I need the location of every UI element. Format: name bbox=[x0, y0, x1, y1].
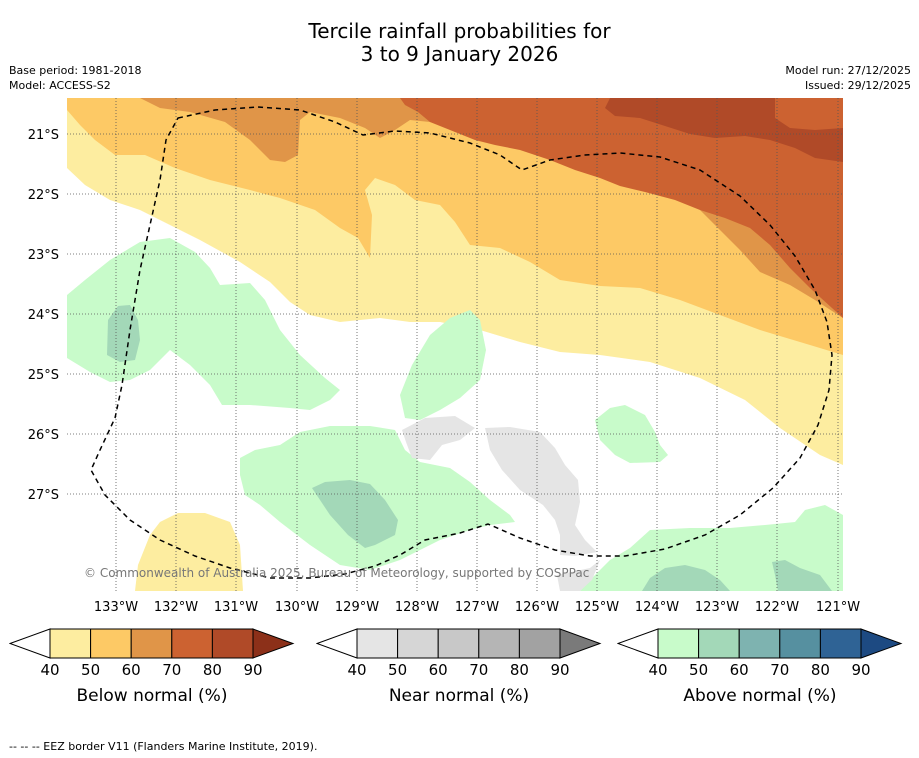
legend-tick: 80 bbox=[509, 661, 529, 679]
legend-arrow-low bbox=[316, 628, 358, 659]
legend-label: Below normal (%) bbox=[76, 686, 228, 706]
legend-tick: 80 bbox=[810, 661, 830, 679]
lat-label: 26°S bbox=[28, 428, 59, 443]
region-above-40-center bbox=[400, 310, 486, 420]
legend-swatch bbox=[49, 628, 92, 659]
legend-swatch bbox=[738, 628, 781, 659]
legend-swatch bbox=[397, 628, 439, 659]
info-left: Base period: 1981-2018 Model: ACCESS-S2 bbox=[9, 63, 141, 93]
lon-label: 125°W bbox=[575, 600, 619, 615]
lon-label: 126°W bbox=[515, 600, 559, 615]
lat-label: 23°S bbox=[28, 248, 59, 263]
legend-swatch bbox=[819, 628, 862, 659]
lon-label: 129°W bbox=[335, 600, 379, 615]
legend-arrow-low bbox=[617, 628, 659, 659]
legend-swatch bbox=[90, 628, 132, 659]
legend-tick: 60 bbox=[428, 661, 448, 679]
chart-title-line1: Tercile rainfall probabilities for bbox=[308, 19, 611, 43]
legend-arrow-high bbox=[860, 628, 903, 659]
lon-label: 123°W bbox=[695, 600, 739, 615]
legend-swatch bbox=[698, 628, 740, 659]
base-period: Base period: 1981-2018 bbox=[9, 64, 142, 77]
legend-swatch bbox=[437, 628, 480, 659]
latitude-labels: 21°S 22°S 23°S 24°S 25°S 26°S 27°S bbox=[28, 128, 59, 503]
region-below-70 bbox=[400, 98, 843, 318]
map-copyright: © Commonwealth of Australia 2025, Bureau… bbox=[84, 566, 589, 580]
lat-label: 25°S bbox=[28, 368, 59, 383]
legend-swatch bbox=[657, 628, 700, 659]
legend-tick: 90 bbox=[851, 661, 871, 679]
legend-swatch bbox=[518, 628, 561, 659]
legend-colorbar bbox=[617, 628, 903, 659]
legend-tick: 50 bbox=[689, 661, 709, 679]
legend-arrow-high bbox=[559, 628, 602, 659]
lat-label: 27°S bbox=[28, 488, 59, 503]
legend-tick: 50 bbox=[81, 661, 101, 679]
lon-label: 127°W bbox=[455, 600, 499, 615]
legend-tick: 70 bbox=[162, 661, 182, 679]
region-near-40-c bbox=[557, 560, 600, 591]
legend-tick: 90 bbox=[243, 661, 263, 679]
legend-swatch bbox=[478, 628, 520, 659]
region-above-50-southeast bbox=[642, 565, 730, 591]
info-right: Model run: 27/12/2025 Issued: 29/12/2025 bbox=[785, 63, 911, 93]
legend-tick: 40 bbox=[648, 661, 668, 679]
lon-label: 128°W bbox=[395, 600, 439, 615]
chart-title-line2: 3 to 9 January 2026 bbox=[360, 42, 559, 66]
legend-colorbar bbox=[9, 628, 295, 659]
legend-tick: 50 bbox=[388, 661, 408, 679]
lat-label: 24°S bbox=[28, 308, 59, 323]
legend-colorbar bbox=[316, 628, 602, 659]
lon-label: 124°W bbox=[635, 600, 679, 615]
lon-label: 121°W bbox=[816, 600, 860, 615]
legend-arrow-high bbox=[252, 628, 295, 659]
legend-swatch bbox=[779, 628, 821, 659]
region-above-40-west bbox=[67, 238, 340, 410]
region-near-40-b bbox=[485, 427, 597, 556]
legend-tick: 60 bbox=[729, 661, 749, 679]
legend-arrow-low bbox=[9, 628, 51, 659]
region-below-40-southwest bbox=[135, 513, 243, 591]
lon-label: 131°W bbox=[214, 600, 258, 615]
model-name: Model: ACCESS-S2 bbox=[9, 79, 111, 92]
legend-swatch bbox=[211, 628, 254, 659]
legend-tick: 40 bbox=[347, 661, 367, 679]
legend-swatch bbox=[130, 628, 173, 659]
map-area bbox=[67, 98, 843, 591]
longitude-labels: 133°W 132°W 131°W 130°W 129°W 128°W 127°W 126°W… bbox=[94, 600, 860, 615]
legend-tick: 40 bbox=[40, 661, 60, 679]
legend-tick: 70 bbox=[770, 661, 790, 679]
lat-label: 21°S bbox=[28, 128, 59, 143]
legend-tick: 60 bbox=[121, 661, 141, 679]
model-run: Model run: 27/12/2025 bbox=[785, 64, 911, 77]
lon-label: 122°W bbox=[755, 600, 799, 615]
issued-date: Issued: 29/12/2025 bbox=[804, 79, 911, 92]
legend-label: Near normal (%) bbox=[388, 686, 530, 706]
legend-tick: 80 bbox=[202, 661, 222, 679]
region-above-50-south bbox=[312, 480, 398, 548]
legend-swatch bbox=[356, 628, 399, 659]
graticule bbox=[67, 98, 843, 591]
lat-label: 22°S bbox=[28, 188, 59, 203]
legend-tick: 90 bbox=[550, 661, 570, 679]
region-above-50-east bbox=[772, 560, 832, 591]
region-below-70-top bbox=[775, 98, 843, 130]
legend-tick: 70 bbox=[469, 661, 489, 679]
lon-label: 130°W bbox=[275, 600, 319, 615]
lon-label: 133°W bbox=[94, 600, 138, 615]
region-near-40-a bbox=[402, 416, 475, 460]
legend-swatch bbox=[171, 628, 213, 659]
eez-border bbox=[90, 106, 833, 579]
lon-label: 132°W bbox=[154, 600, 198, 615]
legend-label: Above normal (%) bbox=[683, 686, 837, 706]
eez-footnote: -- -- -- EEZ border V11 (Flanders Marine… bbox=[9, 740, 318, 753]
